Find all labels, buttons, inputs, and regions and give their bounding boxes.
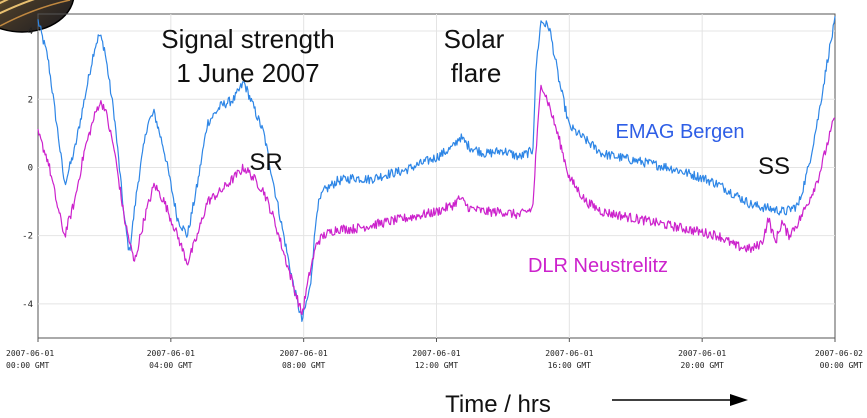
y-axis: 4 2 0 -2 -4 xyxy=(22,27,33,310)
x-tick-label: 2007-06-01 xyxy=(6,349,54,358)
solar-flare-label-line-1: Solar xyxy=(444,24,505,54)
chart-title-line-2: 1 June 2007 xyxy=(176,58,319,88)
x-tick-label: 12:00 GMT xyxy=(415,361,459,370)
x-axis: 2007-06-01 00:00 GMT 2007-06-01 04:00 GMT 20… xyxy=(6,338,863,370)
series-layer xyxy=(37,16,836,322)
x-tick-label: 20:00 GMT xyxy=(680,361,724,370)
x-tick-label: 2007-06-02 xyxy=(815,349,863,358)
sunrise-label: SR xyxy=(249,149,282,176)
y-tick-label: 2 xyxy=(28,95,33,105)
x-tick-label: 2007-06-01 xyxy=(280,349,328,358)
x-tick-label: 2007-06-01 xyxy=(545,349,593,358)
legend-dlr-neustrelitz: DLR Neustrelitz xyxy=(528,255,668,277)
globe-logo-icon xyxy=(0,0,75,33)
solar-flare-label-line-2: flare xyxy=(451,58,502,88)
legend-emag-bergen: EMAG Bergen xyxy=(616,121,745,143)
chart-title-line-1: Signal strength xyxy=(161,24,334,54)
x-tick-label: 00:00 GMT xyxy=(6,361,50,370)
x-tick-label: 2007-06-01 xyxy=(147,349,195,358)
grid-lines xyxy=(38,14,835,338)
x-tick-label: 04:00 GMT xyxy=(149,361,193,370)
y-tick-label: 4 xyxy=(28,27,33,37)
series-line-emag-bergen xyxy=(37,16,836,322)
sunset-label: SS xyxy=(758,153,790,180)
y-tick-label: -4 xyxy=(22,300,33,310)
x-tick-label: 08:00 GMT xyxy=(282,361,326,370)
x-tick-label: 2007-06-01 xyxy=(678,349,726,358)
arrow-right-icon xyxy=(612,394,748,406)
series-line-dlr-neustrelitz xyxy=(37,84,836,315)
x-tick-label: 16:00 GMT xyxy=(548,361,592,370)
x-tick-label: 2007-06-01 xyxy=(412,349,460,358)
x-axis-title: Time / hrs xyxy=(445,391,551,418)
y-tick-label: -2 xyxy=(22,232,33,242)
y-tick-label: 0 xyxy=(28,163,33,173)
x-tick-label: 00:00 GMT xyxy=(820,361,864,370)
